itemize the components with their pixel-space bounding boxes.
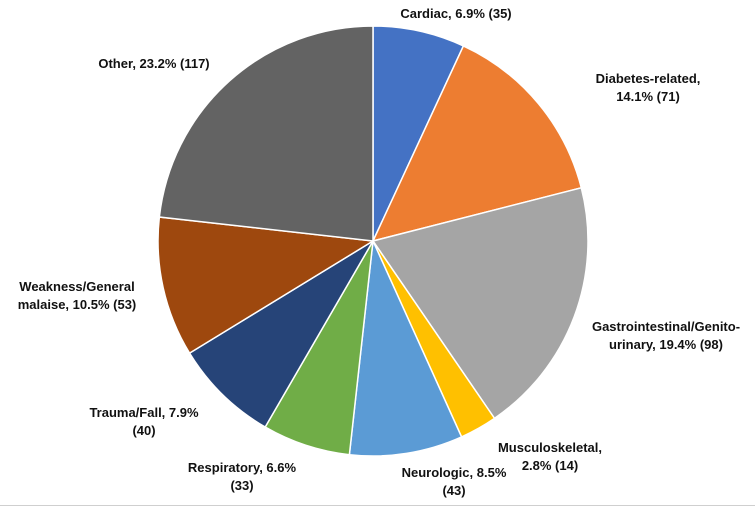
slice-label-gastro: Gastrointestinal/Genito- urinary, 19.4% …: [582, 318, 750, 354]
slices-layer: [157, 25, 589, 457]
pie-slice-other: [158, 25, 374, 242]
slice-label-musculoskeletal-line-2: 2.8% (14): [521, 458, 579, 473]
slice-label-other-line-1: Other, 23.2% (117): [98, 56, 210, 71]
slice-label-weakness: Weakness/General malaise, 10.5% (53): [2, 278, 152, 314]
slice-label-diabetes-line-1: Diabetes-related,: [595, 71, 701, 86]
slice-label-trauma: Trauma/Fall, 7.9% (40): [64, 404, 224, 440]
slice-label-cardiac: Cardiac, 6.9% (35): [376, 5, 536, 23]
slice-label-gastro-line-2: urinary, 19.4% (98): [609, 337, 723, 352]
slice-label-neurologic: Neurologic, 8.5% (43): [384, 464, 524, 500]
slice-label-neurologic-line-2: (43): [442, 483, 466, 498]
slice-label-musculoskeletal: Musculoskeletal, 2.8% (14): [480, 439, 620, 475]
pie-slice-gastrointestinal-genito-urinary: [371, 186, 589, 420]
slice-label-weakness-line-1: Weakness/General: [19, 279, 135, 294]
pie-slice-trauma-fall: [188, 240, 374, 429]
slice-label-gastro-line-1: Gastrointestinal/Genito-: [591, 319, 741, 334]
slice-label-cardiac-line-1: Cardiac, 6.9% (35): [400, 6, 512, 21]
slice-label-trauma-line-1: Trauma/Fall, 7.9%: [89, 405, 199, 420]
slice-label-respiratory: Respiratory, 6.6% (33): [162, 459, 322, 495]
bottom-divider: [0, 505, 755, 506]
slice-label-diabetes: Diabetes-related, 14.1% (71): [553, 70, 743, 106]
slice-label-musculoskeletal-line-1: Musculoskeletal,: [497, 440, 603, 455]
pie-slice-diabetes-related: [371, 44, 583, 243]
slice-label-diabetes-line-2: 14.1% (71): [616, 89, 680, 104]
slice-label-trauma-line-2: (40): [132, 423, 156, 438]
slice-label-other: Other, 23.2% (117): [64, 55, 244, 73]
pie-slice-neurologic: [348, 238, 463, 457]
slice-label-respiratory-line-2: (33): [230, 478, 254, 493]
slice-label-weakness-line-2: malaise, 10.5% (53): [17, 297, 137, 312]
pie-slice-weakness-general-malaise: [157, 216, 376, 355]
slice-label-respiratory-line-1: Respiratory, 6.6%: [187, 460, 297, 475]
slice-label-neurologic-line-1: Neurologic, 8.5%: [401, 465, 507, 480]
